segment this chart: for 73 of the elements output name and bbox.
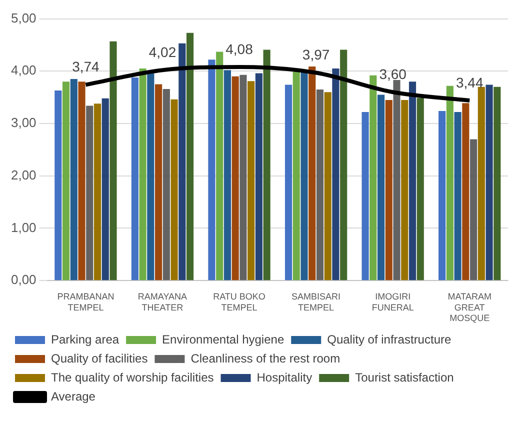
bar [178, 43, 186, 280]
data-label: 4,02 [148, 44, 176, 60]
x-tick-label: IMOGIRI FUNERAL [372, 291, 414, 312]
legend-label: Quality of infrastructure [327, 332, 452, 346]
bar [401, 100, 408, 280]
bar [248, 81, 255, 280]
bar [408, 82, 416, 280]
bar [86, 106, 94, 280]
bar [155, 84, 162, 280]
bar [362, 112, 369, 280]
bar [70, 79, 78, 280]
data-label: 4,08 [226, 40, 254, 57]
bar [62, 82, 70, 280]
data-label: 3,44 [456, 74, 484, 90]
bar [377, 94, 385, 280]
bar [263, 50, 270, 280]
bar [131, 77, 138, 280]
bar [147, 73, 154, 280]
legend-label: Quality of facilities [51, 351, 148, 366]
bar [438, 110, 446, 280]
bar [255, 73, 262, 280]
bar [416, 98, 424, 280]
legend-label: Tourist satisfaction [355, 370, 454, 384]
legend-label: The quality of worship facilities [51, 370, 214, 384]
y-tick-label: 3,00 [10, 115, 36, 130]
x-tick-label: MATARAM GREAT MOSQUE [448, 291, 492, 324]
y-tick-label: 4,00 [10, 62, 36, 78]
bar [216, 52, 224, 280]
bar [446, 86, 454, 280]
bar [94, 104, 102, 280]
data-label: 3,97 [302, 46, 330, 63]
bar [78, 82, 86, 280]
bar [316, 89, 324, 280]
bar [170, 99, 178, 280]
bar [110, 41, 117, 280]
bar [462, 103, 470, 280]
x-tick-label: SAMBISARI TEMPEL [292, 291, 341, 312]
bar [232, 76, 239, 280]
legend-label: Environmental hygiene [162, 332, 284, 346]
bar [454, 112, 462, 280]
y-tick-label: 5,00 [10, 10, 36, 26]
legend-label: Cleanliness of the rest room [190, 351, 340, 366]
bar [284, 84, 292, 280]
legend-label: Average [51, 389, 96, 404]
bar [332, 68, 340, 280]
x-tick-label: PRAMBANAN TEMPEL [57, 291, 114, 312]
bar [224, 70, 231, 280]
bar [340, 50, 348, 280]
legend-label: Hospitality [256, 370, 312, 384]
bar [370, 75, 377, 280]
data-label: 3,74 [72, 58, 100, 75]
x-tick-label: RAMAYANA THEATER [138, 291, 188, 312]
bar [139, 68, 146, 280]
bar [240, 74, 247, 280]
bar [208, 60, 216, 280]
legend-label: Parking area [51, 332, 120, 346]
bar [292, 72, 300, 280]
bar [162, 88, 170, 280]
bar [385, 100, 392, 280]
y-tick-label: 1,00 [10, 220, 36, 235]
data-label: 3,60 [379, 66, 407, 82]
bar [393, 80, 400, 280]
y-tick-label: 0,00 [10, 272, 36, 288]
bar [308, 66, 316, 280]
bar [470, 139, 478, 280]
bar [54, 90, 62, 280]
y-tick-label: 2,00 [10, 167, 36, 182]
bar [486, 84, 493, 280]
x-tick-label: RATU BOKO TEMPEL [213, 291, 266, 312]
bar [102, 98, 109, 280]
bar [494, 86, 501, 280]
bar [324, 92, 332, 280]
bar [186, 32, 194, 280]
